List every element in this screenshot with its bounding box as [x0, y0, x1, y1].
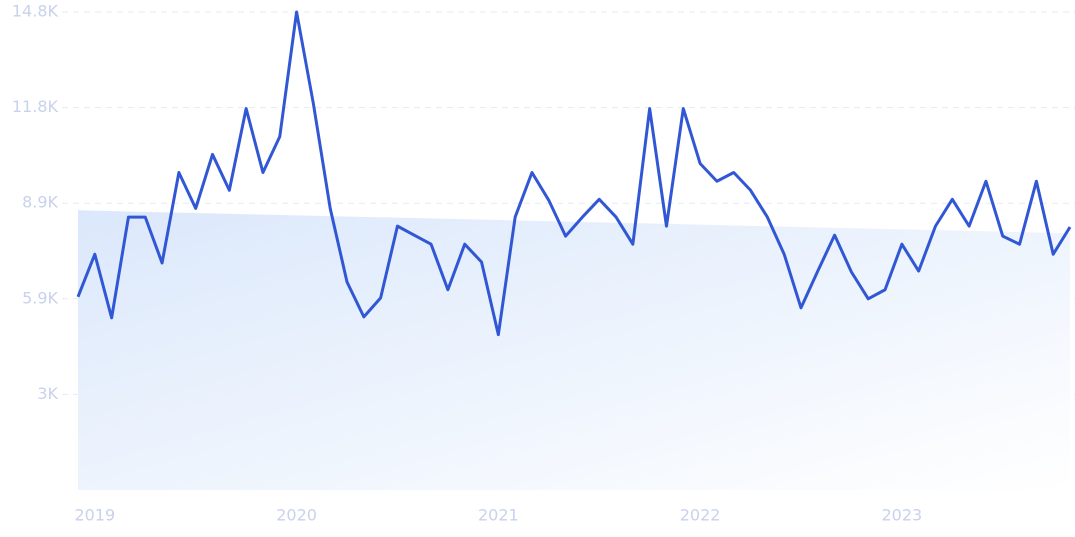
x-tick-label: 2021 [478, 506, 519, 525]
y-tick-label: 5.9K [22, 288, 58, 307]
trend-area [78, 210, 1070, 490]
y-tick-label: 11.8K [12, 97, 59, 116]
y-tick-label: 3K [37, 384, 58, 403]
y-tick-label: 8.9K [22, 193, 58, 212]
x-tick-label: 2022 [680, 506, 721, 525]
x-tick-label: 2023 [882, 506, 923, 525]
x-tick-label: 2020 [276, 506, 317, 525]
y-tick-label: 14.8K [12, 2, 59, 21]
x-tick-label: 2019 [74, 506, 115, 525]
line [76, 10, 1072, 337]
